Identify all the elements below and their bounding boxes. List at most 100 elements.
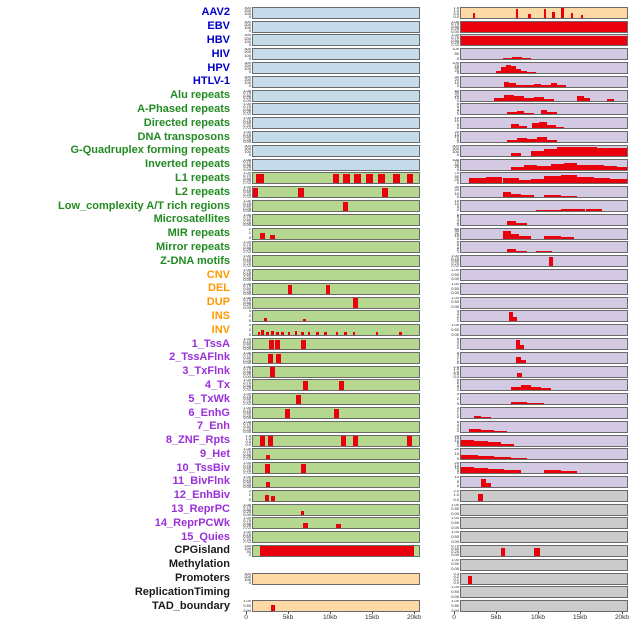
signal-bar: [263, 317, 268, 322]
track-panel-right: [460, 269, 628, 282]
signal-bar: [603, 166, 618, 170]
y-axis-tick-labels: 1.00 0.75 0.50 0.25 0.00: [243, 531, 251, 544]
x-axis-tick: [580, 611, 581, 615]
y-axis-tick-labels: 1.00 0.50 0.00: [451, 558, 459, 571]
signal-bar: [340, 436, 346, 446]
track-panel-left: [252, 544, 420, 557]
signal-bar: [535, 209, 561, 212]
x-axis-tick-label: 0: [244, 614, 248, 622]
signal-bar: [267, 353, 273, 363]
track-label: Methylation: [168, 558, 230, 571]
signal-bar: [504, 81, 510, 87]
x-axis-tick-label: 20kb: [406, 614, 422, 622]
signal-bar: [507, 220, 516, 225]
track-panel-right: [460, 282, 628, 295]
y-axis-tick-labels: 300 200 100 0: [452, 144, 459, 157]
track-panel-left: [252, 434, 420, 447]
y-axis-tick-labels: 300 200 100 0: [244, 75, 251, 88]
track-panel-right: [460, 489, 628, 502]
signal-bar: [502, 58, 513, 60]
signal-bar: [519, 236, 531, 239]
track-label: 14_ReprPCWk: [154, 516, 230, 529]
signal-bar: [474, 468, 488, 474]
track-panel-right: [460, 62, 628, 75]
signal-bar: [375, 331, 379, 336]
signal-bar: [502, 191, 511, 198]
track-panel-left: [252, 420, 420, 433]
track-panel-right: [460, 475, 628, 488]
track-panel-right: [460, 586, 628, 599]
signal-bar: [510, 402, 528, 405]
track-panel-left: [252, 572, 420, 585]
track-panel-right: [460, 531, 628, 544]
signal-bar: [487, 442, 501, 446]
signal-bar: [296, 394, 302, 405]
signal-bar: [302, 523, 308, 529]
track-panel-right: [460, 117, 628, 130]
track-panel-right: [460, 255, 628, 268]
signal-bar: [480, 416, 491, 418]
y-axis-tick-labels: 1.5 1.0 0.5 0.0: [245, 434, 251, 447]
track-label: Mirror repeats: [156, 240, 230, 253]
track-panel-left: [252, 338, 420, 351]
signal-bar: [461, 454, 478, 460]
signal-bar: [583, 98, 591, 101]
x-axis-tick: [414, 611, 415, 615]
signal-bar: [461, 21, 627, 32]
y-axis-tick-labels: [236, 586, 252, 598]
track-panel-left: [252, 393, 420, 406]
signal-bar: [570, 146, 584, 156]
track-label: CPGisland: [174, 544, 230, 557]
signal-bar: [495, 70, 501, 74]
signal-bar: [563, 163, 578, 170]
signal-bar: [520, 360, 526, 363]
y-axis-tick-labels: 1.00 0.50 0.00: [451, 324, 459, 337]
signal-bar: [259, 233, 265, 239]
signal-bar: [544, 235, 561, 239]
track-row: HIV 300 200 100 0 100 50 0: [0, 47, 630, 61]
signal-bar: [507, 249, 516, 253]
signal-bar: [365, 174, 374, 184]
signal-bar: [509, 312, 514, 322]
track-row: 3_TxFlnk 1.00 0.75 0.50 0.25 0.00 2.0 1.5 1.0 0.5…: [0, 365, 630, 379]
track-label: 13_ReprPC: [171, 503, 230, 516]
signal-bar: [510, 387, 521, 391]
signal-bar: [352, 332, 356, 336]
signal-bar: [342, 201, 349, 212]
track-panel-right: [460, 227, 628, 240]
signal-bar: [339, 381, 345, 391]
signal-bar: [515, 250, 528, 253]
track-panel-left: [252, 20, 420, 33]
y-axis-tick-labels: 1.00 0.50 0.00: [451, 600, 459, 613]
track-label: Z-DNA motifs: [160, 254, 230, 267]
signal-bar: [555, 126, 564, 129]
signal-bar: [552, 11, 555, 18]
track-panel-left: [252, 186, 420, 199]
x-axis-right: 0 5kb 10kb 15kb 20kb: [452, 611, 629, 625]
y-axis-tick-labels: 300 200 100 0: [244, 6, 251, 19]
track-panel-right: [460, 310, 628, 323]
signal-bar: [597, 147, 611, 156]
y-axis-tick-labels: [236, 559, 252, 571]
signal-bar: [524, 98, 535, 101]
signal-bar: [515, 222, 528, 225]
signal-bar: [528, 14, 531, 18]
y-axis-tick-labels: 30 20 10 0: [454, 75, 459, 88]
signal-bar: [500, 443, 515, 446]
signal-bar: [515, 357, 521, 363]
track-panel-right: [460, 558, 628, 571]
signal-bar: [494, 97, 505, 101]
y-axis-tick-labels: 1.00 0.75 0.50 0.25 0.00: [243, 462, 251, 475]
track-row: HTLV-1 300 200 100 0 30 20 10 0: [0, 75, 630, 89]
signal-bar: [510, 65, 516, 74]
track-label: L1 repeats: [174, 171, 230, 184]
signal-bar: [577, 177, 594, 184]
signal-bar: [547, 139, 558, 143]
signal-bar: [509, 83, 516, 87]
track-row: 10_TssBiv 1.00 0.75 0.50 0.25 0.00 20 15 10 5 0: [0, 461, 630, 475]
signal-bar: [332, 174, 340, 184]
